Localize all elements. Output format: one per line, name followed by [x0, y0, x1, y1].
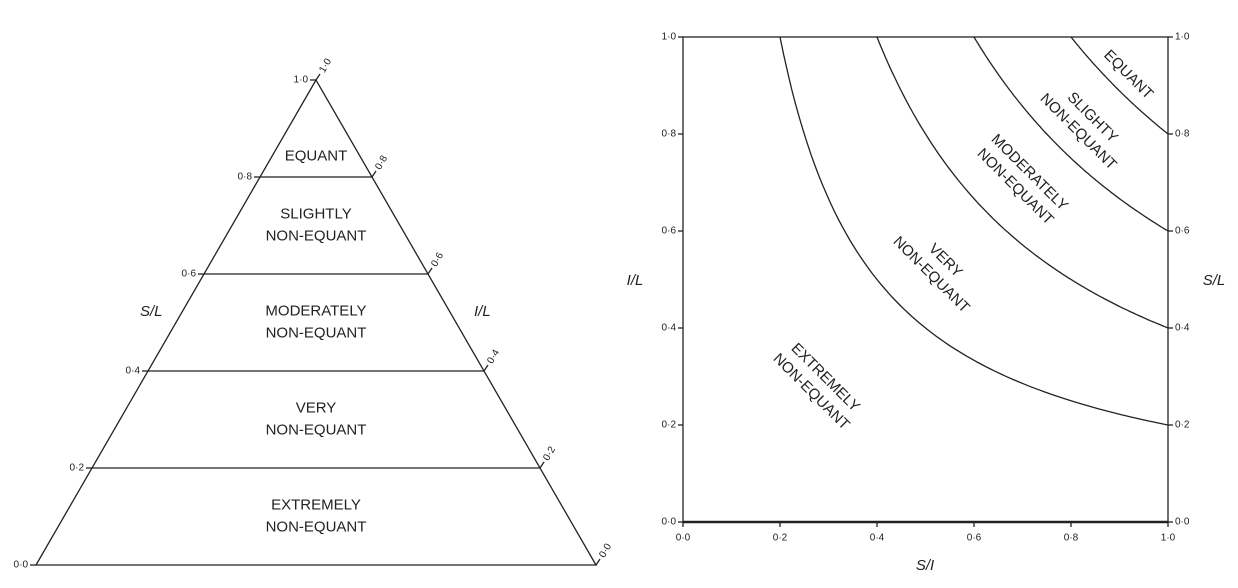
- left-tick-label: 0·0: [14, 560, 29, 571]
- right-tick-label: 0·6: [1175, 226, 1190, 237]
- zone-label: EXTREMELY: [271, 496, 361, 513]
- y-tick-label: 1·0: [662, 32, 677, 43]
- left-tick-label: 0·4: [126, 366, 141, 377]
- right-tick-label: 0·0: [597, 541, 614, 559]
- zone-label: SLIGHTLY: [280, 205, 351, 222]
- right-axis-title: I/L: [474, 303, 491, 320]
- left-tick-label: 0·8: [238, 172, 253, 183]
- zone-label-group: EQUANT: [1100, 47, 1156, 103]
- left-axis-title: S/L: [140, 303, 163, 320]
- tick: [483, 364, 489, 372]
- y-tick-label: 0·8: [662, 129, 677, 140]
- x-tick-label: 0·8: [1064, 533, 1079, 544]
- zone-label: NON-EQUANT: [266, 421, 367, 438]
- x-axis-title: S/I: [916, 557, 934, 574]
- tick: [315, 73, 321, 81]
- right-tick-label: 0·8: [1175, 129, 1190, 140]
- left-tick-label: 0·2: [70, 463, 85, 474]
- y-tick-label: 0·4: [662, 323, 677, 334]
- zone-label: VERY: [296, 399, 337, 416]
- boundary-curve: [1070, 36, 1169, 135]
- boundary-curve: [973, 36, 1169, 232]
- boundary-curve: [779, 36, 1169, 426]
- x-tick-label: 1·0: [1161, 533, 1176, 544]
- zone-label: MODERATELY: [265, 302, 366, 319]
- left-tick-label: 1·0: [294, 75, 309, 86]
- tick: [595, 558, 601, 566]
- y-tick-label: 0·0: [662, 517, 677, 528]
- y-axis-title: I/L: [627, 272, 644, 289]
- x-tick-label: 0·6: [967, 533, 982, 544]
- right-tick-label: 0·2: [1175, 420, 1190, 431]
- left-tick-label: 0·6: [182, 269, 197, 280]
- triangle-outline: [34, 78, 598, 566]
- right-tick-label: 0·4: [1175, 323, 1190, 334]
- right-tick-label: 0·0: [1175, 517, 1190, 528]
- tick: [539, 461, 545, 469]
- tick: [427, 267, 433, 275]
- zone-label: NON-EQUANT: [266, 324, 367, 341]
- y-tick-label: 0·6: [662, 226, 677, 237]
- zone-label: NON-EQUANT: [266, 227, 367, 244]
- right-tick-label: 1·0: [1175, 32, 1190, 43]
- tick: [371, 170, 377, 178]
- zone-label: EQUANT: [1100, 47, 1156, 103]
- y-tick-label: 0·2: [662, 420, 677, 431]
- x-tick-label: 0·4: [870, 533, 885, 544]
- right-tick-label: 0·2: [541, 444, 558, 462]
- zone-label: NON-EQUANT: [266, 518, 367, 535]
- right-tick-label: 0·8: [373, 153, 390, 171]
- boundary-curve: [876, 36, 1169, 329]
- right-tick-label: 1·0: [317, 56, 334, 74]
- zone-label: EQUANT: [285, 147, 348, 164]
- right-tick-label: 0·6: [429, 250, 446, 268]
- x-tick-label: 0·0: [676, 533, 691, 544]
- right-axis-title: S/L: [1203, 272, 1226, 289]
- x-tick-label: 0·2: [773, 533, 788, 544]
- right-tick-label: 0·4: [485, 347, 502, 365]
